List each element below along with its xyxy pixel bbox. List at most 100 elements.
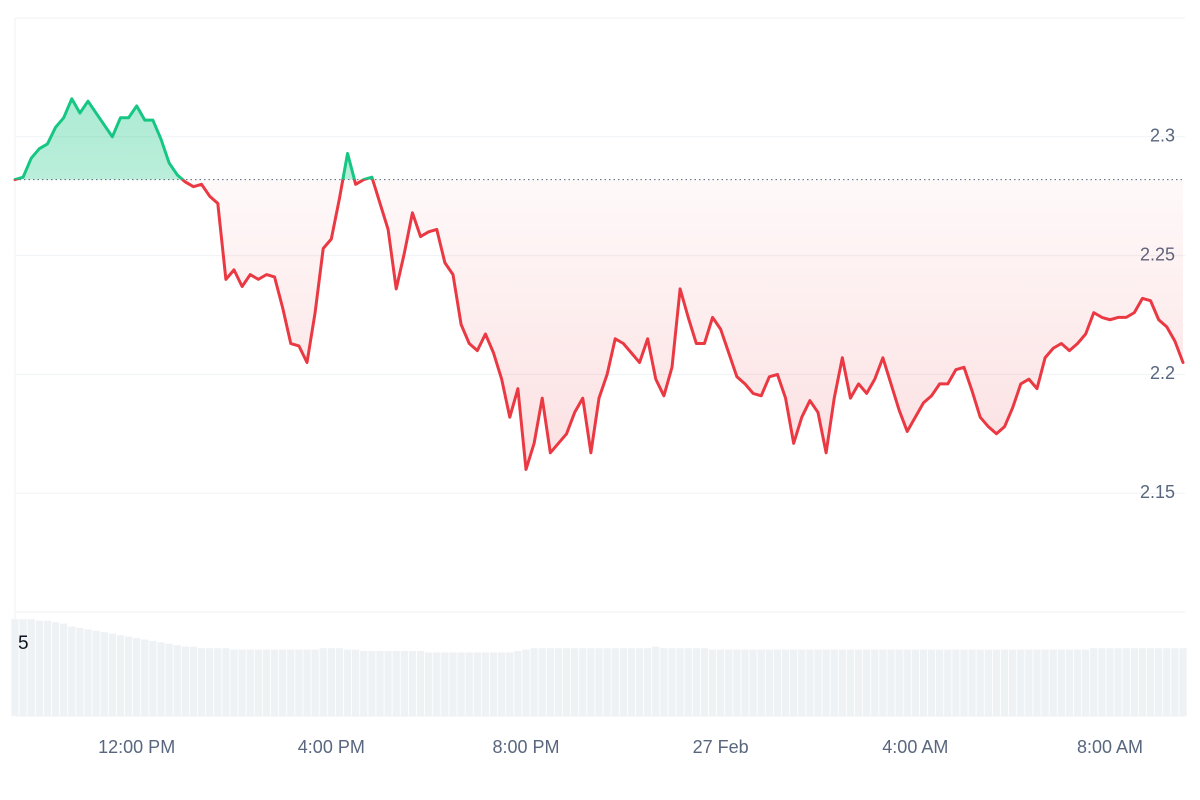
volume-bar [1082, 649, 1090, 716]
volume-bar [936, 649, 944, 716]
volume-bar [522, 649, 530, 716]
volume-bar [554, 648, 563, 716]
volume-bar [741, 649, 749, 716]
volume-bar [1098, 648, 1106, 716]
volume-bar [100, 632, 108, 716]
volume-bar [635, 648, 644, 716]
volume-bar [206, 648, 214, 716]
volume-bar [927, 649, 936, 716]
x-tick-label: 4:00 AM [882, 737, 948, 757]
volume-bar [1073, 649, 1082, 716]
volume-bar [230, 649, 238, 716]
volume-bar [749, 649, 757, 716]
volume-bar [214, 648, 222, 716]
volume-bar [441, 652, 449, 716]
volume-bar [141, 639, 149, 716]
volume-bar [27, 619, 35, 716]
volume-bar [846, 649, 855, 716]
volume-bar [1146, 648, 1155, 716]
volume-bar [684, 648, 692, 716]
volume-bar [335, 648, 344, 716]
volume-bar [806, 649, 814, 716]
volume-bar [733, 649, 741, 716]
volume-bar [43, 620, 52, 716]
volume-bar [968, 649, 976, 716]
volume-bar [960, 649, 968, 716]
volume-bar [830, 649, 838, 716]
volume-bar [295, 649, 303, 716]
x-tick-label: 27 Feb [693, 737, 749, 757]
volume-bar [1057, 649, 1065, 716]
volume-bar [571, 648, 579, 716]
volume-bar [514, 651, 522, 716]
volume-bar [863, 649, 871, 716]
volume-bar [60, 623, 68, 716]
volume-bar [992, 649, 1001, 716]
volume-bar [181, 646, 189, 716]
volume-bar [644, 648, 652, 716]
volume-bar [822, 649, 830, 716]
volume-bar [197, 648, 206, 716]
volume-bar [408, 651, 417, 716]
volume-bar [84, 629, 92, 716]
volume-bar [538, 648, 546, 716]
volume-bar [619, 648, 627, 716]
volume-bar [384, 651, 392, 716]
volume-bar [473, 652, 481, 716]
volume-bar [708, 649, 717, 716]
volume-bar [725, 649, 733, 716]
volume-bar [1065, 649, 1074, 716]
volume-bar [189, 646, 198, 716]
volume-bar [692, 648, 700, 716]
volume-bar [879, 649, 887, 716]
volume-bar [790, 649, 798, 716]
volume-bar [108, 633, 116, 716]
volume-bar [1171, 648, 1179, 716]
y-tick-label: 2.15 [1140, 482, 1175, 502]
volume-bar [717, 649, 725, 716]
volume-bar [1114, 648, 1122, 716]
volume-bar [798, 649, 806, 716]
volume-bar [449, 652, 457, 716]
volume-bar [952, 649, 960, 716]
volume-bar [546, 648, 554, 716]
volume-bar [498, 652, 506, 716]
volume-bar [254, 649, 262, 716]
volume-bar [319, 648, 327, 716]
volume-bar [343, 649, 352, 716]
volume-bar [311, 649, 319, 716]
x-tick-label: 8:00 PM [492, 737, 559, 757]
volume-bar [1025, 649, 1033, 716]
volume-bar [270, 649, 279, 716]
volume-bar [1106, 648, 1114, 716]
price-area [15, 98, 1183, 470]
volume-bar [944, 649, 952, 716]
volume-bar [481, 652, 490, 716]
volume-bar [1033, 649, 1041, 716]
volume-bar [489, 652, 498, 716]
y-tick-label: 2.3 [1150, 126, 1175, 146]
volume-bar [781, 649, 790, 716]
volume-bar [124, 636, 133, 716]
volume-bar [814, 649, 822, 716]
volume-bar [765, 649, 773, 716]
volume-bar [587, 648, 595, 716]
volume-bar [919, 649, 928, 716]
volume-bar [368, 651, 376, 716]
volume-bar [668, 648, 676, 716]
volume-bar [1155, 648, 1163, 716]
x-tick-label: 4:00 PM [298, 737, 365, 757]
volume-bar [222, 648, 230, 716]
volume-bar [611, 648, 619, 716]
volume-bar [376, 651, 384, 716]
volume-bar [676, 648, 684, 716]
volume-bar [92, 630, 100, 716]
volume-bar [392, 651, 400, 716]
volume-bar [68, 626, 76, 716]
volume-bar [303, 649, 311, 716]
volume-bar [51, 622, 60, 716]
volume-bar [425, 652, 433, 716]
volume-bar [76, 627, 84, 716]
